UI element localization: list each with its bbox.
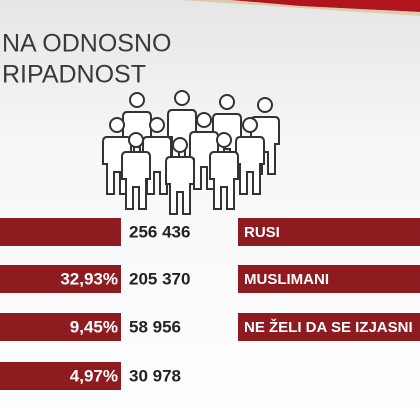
label: RUSI (244, 224, 280, 241)
left-bar (0, 362, 121, 390)
count: 256 436 (129, 222, 190, 241)
right-bar (238, 218, 420, 246)
gold-stripe (180, 0, 420, 16)
title-line: RIPADNOST (2, 61, 146, 89)
percent: 32,93% (60, 269, 118, 288)
count: 30 978 (129, 366, 181, 385)
red-stripe (230, 0, 420, 12)
right-bar (238, 313, 420, 341)
left-bar (0, 265, 121, 293)
left-bar (0, 218, 121, 246)
count: 58 956 (129, 317, 181, 336)
note: 1,63% (245, 290, 285, 306)
percent: 9,45% (70, 317, 118, 336)
label: NE ŽELI DA SE IZJASNI (244, 318, 413, 336)
left-bar (0, 313, 121, 341)
percent: 4,97% (70, 366, 118, 385)
right-bar (238, 265, 420, 293)
label: MUSLIMANI (244, 271, 329, 288)
title-line: NA ODNOSNO (2, 30, 171, 58)
count: 205 370 (129, 269, 190, 288)
rows: 256 436 RUSI 32,93% 205 370 MUSLIMANI 1,63% 9,… (0, 218, 420, 390)
